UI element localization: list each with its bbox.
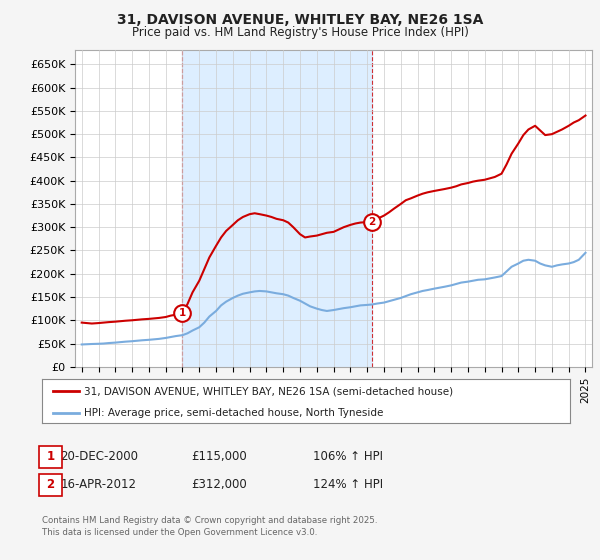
Text: Contains HM Land Registry data © Crown copyright and database right 2025.
This d: Contains HM Land Registry data © Crown c…	[42, 516, 377, 537]
Text: £115,000: £115,000	[191, 450, 247, 463]
Text: 16-APR-2012: 16-APR-2012	[61, 478, 137, 491]
Text: 31, DAVISON AVENUE, WHITLEY BAY, NE26 1SA: 31, DAVISON AVENUE, WHITLEY BAY, NE26 1S…	[117, 13, 483, 27]
Text: 20-DEC-2000: 20-DEC-2000	[60, 450, 138, 463]
Text: Price paid vs. HM Land Registry's House Price Index (HPI): Price paid vs. HM Land Registry's House …	[131, 26, 469, 39]
Text: 31, DAVISON AVENUE, WHITLEY BAY, NE26 1SA (semi-detached house): 31, DAVISON AVENUE, WHITLEY BAY, NE26 1S…	[84, 386, 454, 396]
Text: 106% ↑ HPI: 106% ↑ HPI	[313, 450, 383, 463]
Text: 2: 2	[368, 217, 376, 227]
Text: HPI: Average price, semi-detached house, North Tyneside: HPI: Average price, semi-detached house,…	[84, 408, 383, 418]
Text: 2: 2	[46, 478, 55, 491]
Text: 1: 1	[46, 450, 55, 463]
Text: £312,000: £312,000	[191, 478, 247, 491]
Bar	[182, 50, 372, 367]
Text: 1: 1	[179, 309, 186, 318]
Text: 124% ↑ HPI: 124% ↑ HPI	[313, 478, 383, 491]
